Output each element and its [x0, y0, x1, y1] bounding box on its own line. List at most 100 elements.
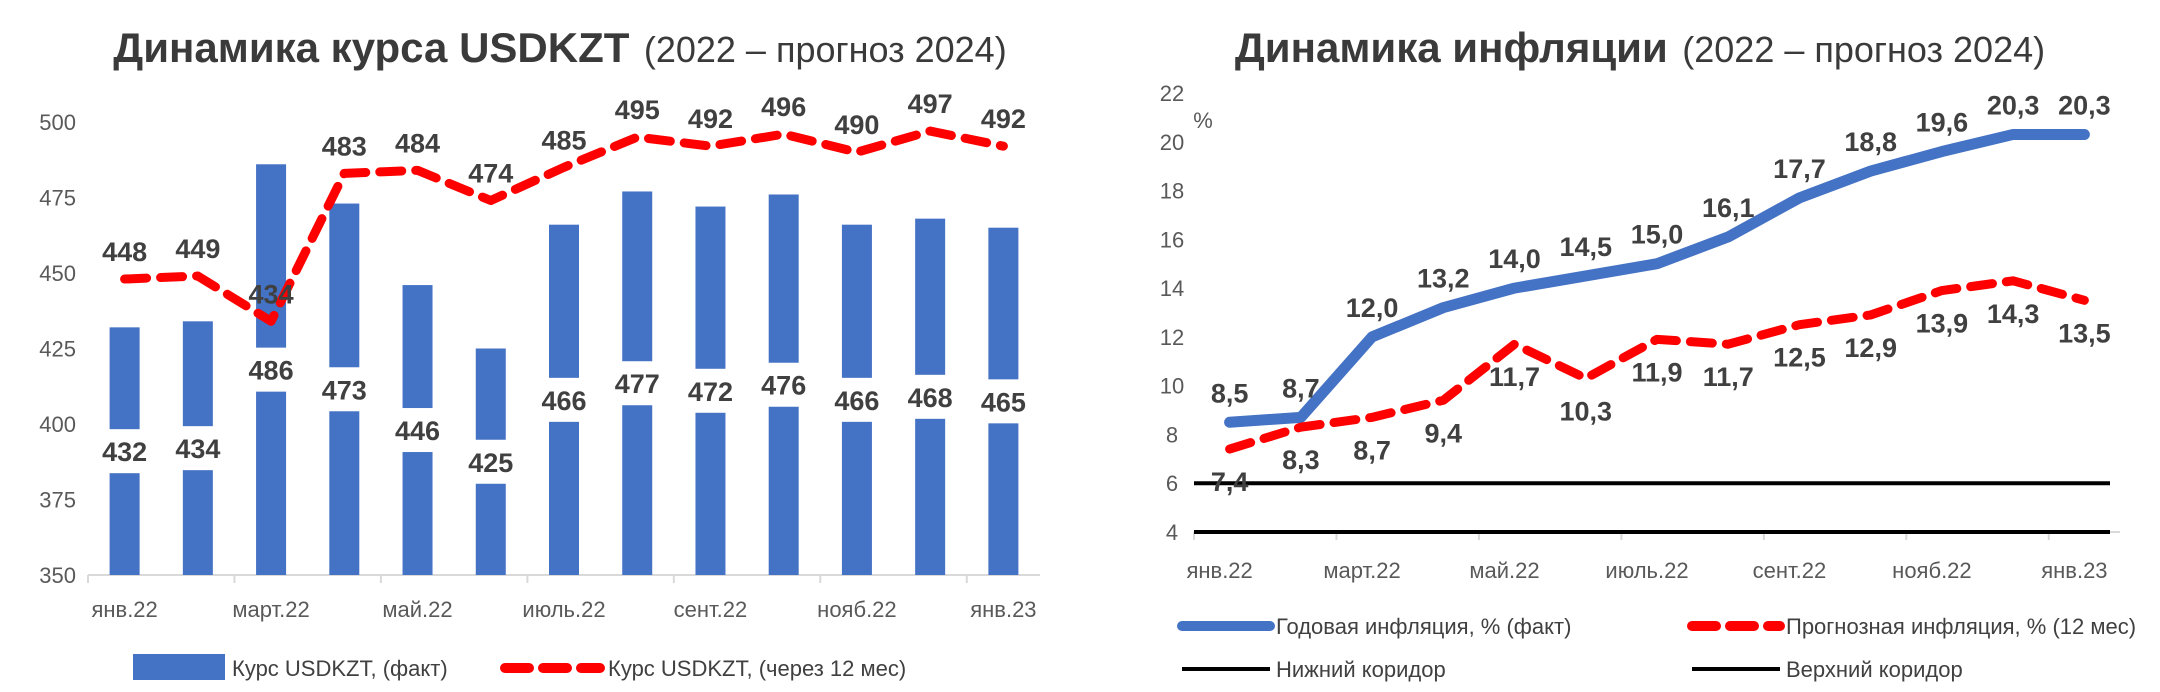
- bar-data-label: 434: [175, 434, 220, 464]
- x-tick-label: нояб.22: [1892, 558, 1971, 583]
- bar-data-label: 477: [615, 369, 660, 399]
- bar-data-label: 468: [908, 383, 953, 413]
- legend-label: Прогнозная инфляция, % (12 мес): [1786, 614, 2136, 639]
- actual-data-label: 12,0: [1346, 293, 1399, 323]
- forecast-inflation-line: [1225, 276, 2089, 454]
- forecast-line: [120, 126, 1008, 326]
- bar-data-label: 473: [322, 375, 367, 405]
- bar-label-bg: [94, 429, 155, 474]
- inflation-chart: Динамика инфляции (2022 – прогноз 2024) …: [1160, 24, 2136, 682]
- actual-data-label: 14,0: [1488, 244, 1541, 274]
- forecast-data-label: 14,3: [1987, 299, 2040, 329]
- x-tick-label: янв.23: [970, 597, 1036, 622]
- line-data-label: 483: [322, 131, 367, 161]
- actual-data-label: 8,7: [1282, 373, 1320, 403]
- bar-data-label: 425: [468, 448, 513, 478]
- title-sub: (2022 – прогноз 2024): [644, 29, 1007, 70]
- bar-label-bg: [534, 377, 594, 422]
- y-tick-label: 8: [1166, 422, 1178, 447]
- bar-label-bg: [167, 426, 228, 471]
- bar-data-label: 472: [688, 377, 733, 407]
- line-data-label: 492: [981, 104, 1026, 134]
- bar-label-bg: [241, 347, 302, 392]
- forecast-data-label: 13,5: [2058, 318, 2111, 348]
- title-main: Динамика инфляции: [1235, 24, 1668, 71]
- y-tick-label: 16: [1160, 227, 1184, 252]
- forecast-data-label: 11,9: [1631, 357, 1682, 387]
- forecast-data-label: 10,3: [1559, 396, 1612, 426]
- x-tick-label: май.22: [382, 597, 452, 622]
- actual-data-label: 13,2: [1417, 264, 1470, 294]
- actual-data-label: 16,1: [1702, 193, 1755, 223]
- forecast-data-label: 8,3: [1282, 445, 1320, 475]
- x-tick-label: янв.22: [1186, 558, 1252, 583]
- title-main: Динамика курса USDKZT: [113, 24, 629, 71]
- legend-label: Нижний коридор: [1276, 657, 1446, 682]
- bar-label-bg: [973, 379, 1034, 424]
- bar-data-label: 476: [761, 371, 806, 401]
- bar-data-label: 446: [395, 416, 440, 446]
- actual-data-label: 18,8: [1844, 127, 1897, 157]
- x-tick-label: март.22: [232, 597, 309, 622]
- line-data-label: 496: [761, 92, 806, 122]
- bar-label-bg: [826, 377, 887, 422]
- actual-data-label: 20,3: [1987, 90, 2040, 120]
- actual-data-label: 8,5: [1211, 378, 1249, 408]
- title-sub: (2022 – прогноз 2024): [1682, 29, 2045, 70]
- bar-label-bg: [460, 439, 521, 484]
- x-tick-label: янв.23: [2041, 558, 2107, 583]
- bar-label-bg: [753, 362, 814, 407]
- y-tick-label: 22: [1160, 81, 1184, 106]
- forecast-data-label: 12,5: [1773, 343, 1826, 373]
- bar-data-label: 466: [834, 386, 879, 416]
- bar-data-label: 486: [249, 356, 294, 386]
- line-data-label: 490: [834, 110, 879, 140]
- x-tick-label: нояб.22: [817, 597, 896, 622]
- x-tick-label: сент.22: [674, 597, 748, 622]
- line-data-label: 492: [688, 104, 733, 134]
- y-axis-unit: %: [1193, 108, 1213, 133]
- x-tick-label: июль.22: [522, 597, 605, 622]
- y-tick-label: 4: [1166, 520, 1178, 545]
- bar-data-label: 432: [102, 437, 147, 467]
- bar-label-bg: [607, 361, 668, 406]
- forecast-data-label: 12,9: [1844, 333, 1897, 363]
- inflation-chart-title: Динамика инфляции (2022 – прогноз 2024): [1235, 24, 2045, 71]
- line-data-label: 495: [615, 95, 660, 125]
- forecast-data-label: 7,4: [1211, 467, 1249, 497]
- forecast-data-label: 11,7: [1703, 362, 1754, 392]
- bar-data-label: 466: [541, 386, 586, 416]
- forecast-data-label: 9,4: [1425, 418, 1463, 448]
- x-tick-label: июль.22: [1605, 558, 1688, 583]
- legend-bar-swatch: [133, 654, 225, 680]
- y-tick-label: 18: [1160, 179, 1184, 204]
- line-data-label: 449: [175, 234, 220, 264]
- line-data-label: 485: [541, 125, 586, 155]
- y-tick-label: 400: [39, 412, 76, 437]
- x-tick-label: сент.22: [1753, 558, 1827, 583]
- legend-label: Верхний коридор: [1786, 657, 1963, 682]
- line-data-label: 474: [468, 159, 513, 189]
- y-tick-label: 20: [1160, 130, 1184, 155]
- x-tick-label: янв.22: [91, 597, 157, 622]
- bar-label-bg: [387, 408, 448, 453]
- actual-data-label: 20,3: [2058, 90, 2111, 120]
- y-tick-label: 10: [1160, 374, 1184, 399]
- actual-data-label: 14,5: [1559, 232, 1612, 262]
- usdkzt-chart: Динамика курса USDKZT (2022 – прогноз 20…: [39, 24, 1040, 681]
- y-tick-label: 475: [39, 186, 76, 211]
- actual-data-label: 19,6: [1916, 108, 1969, 138]
- y-tick-label: 14: [1160, 276, 1184, 301]
- legend-label: Годовая инфляция, % (факт): [1276, 614, 1571, 639]
- legend-label: Курс USDKZT, (факт): [232, 656, 448, 681]
- bar-label-bg: [314, 367, 375, 412]
- y-tick-label: 450: [39, 261, 76, 286]
- y-tick-label: 6: [1166, 471, 1178, 496]
- y-tick-label: 350: [39, 563, 76, 588]
- bar-label-bg: [680, 368, 741, 413]
- actual-data-label: 17,7: [1773, 154, 1826, 184]
- y-tick-label: 375: [39, 488, 76, 513]
- legend-label: Курс USDKZT, (через 12 мес): [608, 656, 906, 681]
- forecast-data-label: 13,9: [1916, 309, 1969, 339]
